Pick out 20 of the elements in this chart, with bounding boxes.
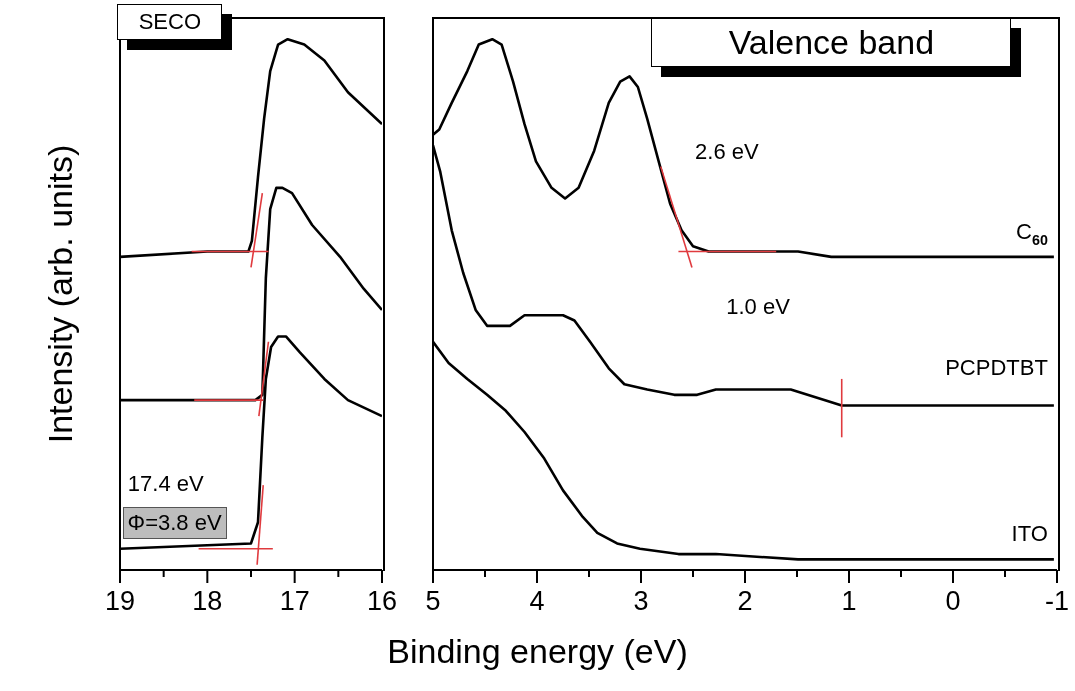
x-tick-label: 16 — [366, 586, 398, 616]
x-tick-label: 0 — [945, 586, 961, 616]
x-tick-label: 3 — [633, 586, 649, 616]
annotation: 17.4 eV — [127, 470, 204, 497]
series-label: PCPDTBT — [945, 355, 1048, 381]
x-tick-label: 18 — [192, 586, 223, 616]
x-tick-label: 5 — [425, 586, 441, 616]
text-box: Φ=3.8 eV — [122, 506, 227, 539]
x-tick-label: 19 — [104, 586, 136, 616]
x-tick-label: 2 — [737, 586, 753, 616]
y-axis-title: Intensity (arb. units) — [40, 144, 80, 444]
x-tick-label: 1 — [841, 586, 857, 616]
x-tick-label: 4 — [529, 586, 545, 616]
annotation: 2.6 eV — [695, 139, 759, 166]
series-label: ITO — [1011, 521, 1048, 547]
x-tick-label: -1 — [1044, 586, 1070, 616]
series-label: C$_{60}$ — [1016, 218, 1048, 248]
x-tick-label: 17 — [279, 586, 310, 616]
annotation: 1.0 eV — [726, 294, 790, 320]
x-axis-title: Binding energy (eV) — [386, 632, 689, 671]
